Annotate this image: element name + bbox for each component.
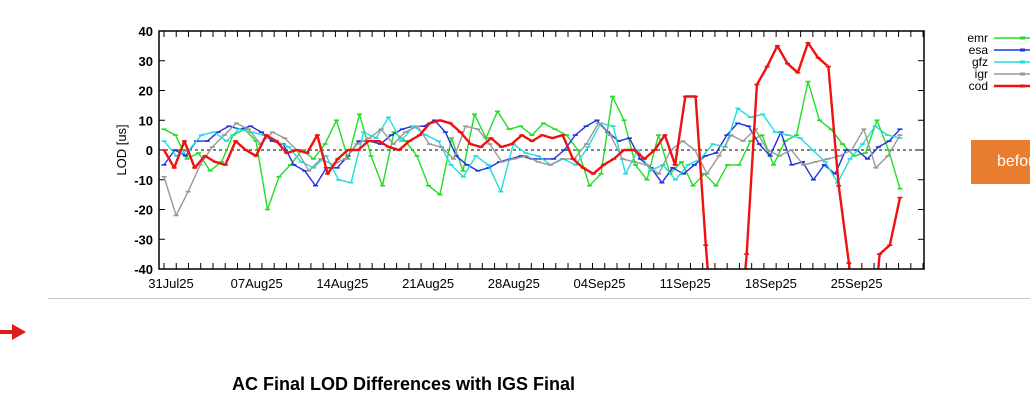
y-tick-label: 0 xyxy=(146,143,153,158)
x-tick-label: 18Sep25 xyxy=(745,276,797,291)
series-layer xyxy=(161,41,903,269)
x-tick-label: 07Aug25 xyxy=(231,276,283,291)
lod-chart: -40 -30 -20 -10 0 10 20 30 40 31Jul25 07Aug25 14Au… xyxy=(114,24,1030,291)
axis-ticks xyxy=(159,30,924,270)
x-tick-labels: 31Jul25 07Aug25 14Aug25 21Aug25 28Aug25 04Sep… xyxy=(148,276,882,291)
series-line-esa xyxy=(163,119,901,187)
legend-label-emr: emr xyxy=(967,31,988,45)
series-line-igr xyxy=(163,122,901,217)
y-tick-label: -30 xyxy=(134,232,153,247)
y-tick-label: -40 xyxy=(134,262,153,277)
y-tick-labels: -40 -30 -20 -10 0 10 20 30 40 xyxy=(134,24,153,277)
series-line-emr xyxy=(163,80,901,211)
legend-label-esa: esa xyxy=(969,43,989,57)
y-tick-label: -20 xyxy=(134,203,153,218)
x-tick-label: 21Aug25 xyxy=(402,276,454,291)
x-tick-label: 25Sep25 xyxy=(831,276,883,291)
x-tick-label: 11Sep25 xyxy=(660,276,711,291)
slide-title: AC Final LOD Differences with IGS Final xyxy=(232,374,576,394)
x-tick-label: 31Jul25 xyxy=(148,276,194,291)
y-tick-label: 30 xyxy=(139,54,153,69)
x-tick-label: 28Aug25 xyxy=(488,276,540,291)
y-tick-label: 40 xyxy=(139,24,153,39)
legend-label-cod: cod xyxy=(969,79,988,93)
legend-label-igr: igr xyxy=(975,67,988,81)
y-axis-title: LOD [us] xyxy=(114,124,129,175)
section-divider xyxy=(48,298,1030,299)
y-tick-label: 10 xyxy=(139,113,153,128)
before-button[interactable]: before xyxy=(971,140,1030,184)
y-tick-label: 20 xyxy=(139,84,153,99)
legend-label-gfz: gfz xyxy=(972,55,988,69)
plot-frame xyxy=(158,30,925,270)
red-arrow-icon[interactable] xyxy=(0,323,26,341)
x-tick-label: 04Sep25 xyxy=(573,276,625,291)
series-line-cod xyxy=(162,41,902,269)
x-tick-label: 14Aug25 xyxy=(316,276,368,291)
y-tick-label: -10 xyxy=(134,173,153,188)
